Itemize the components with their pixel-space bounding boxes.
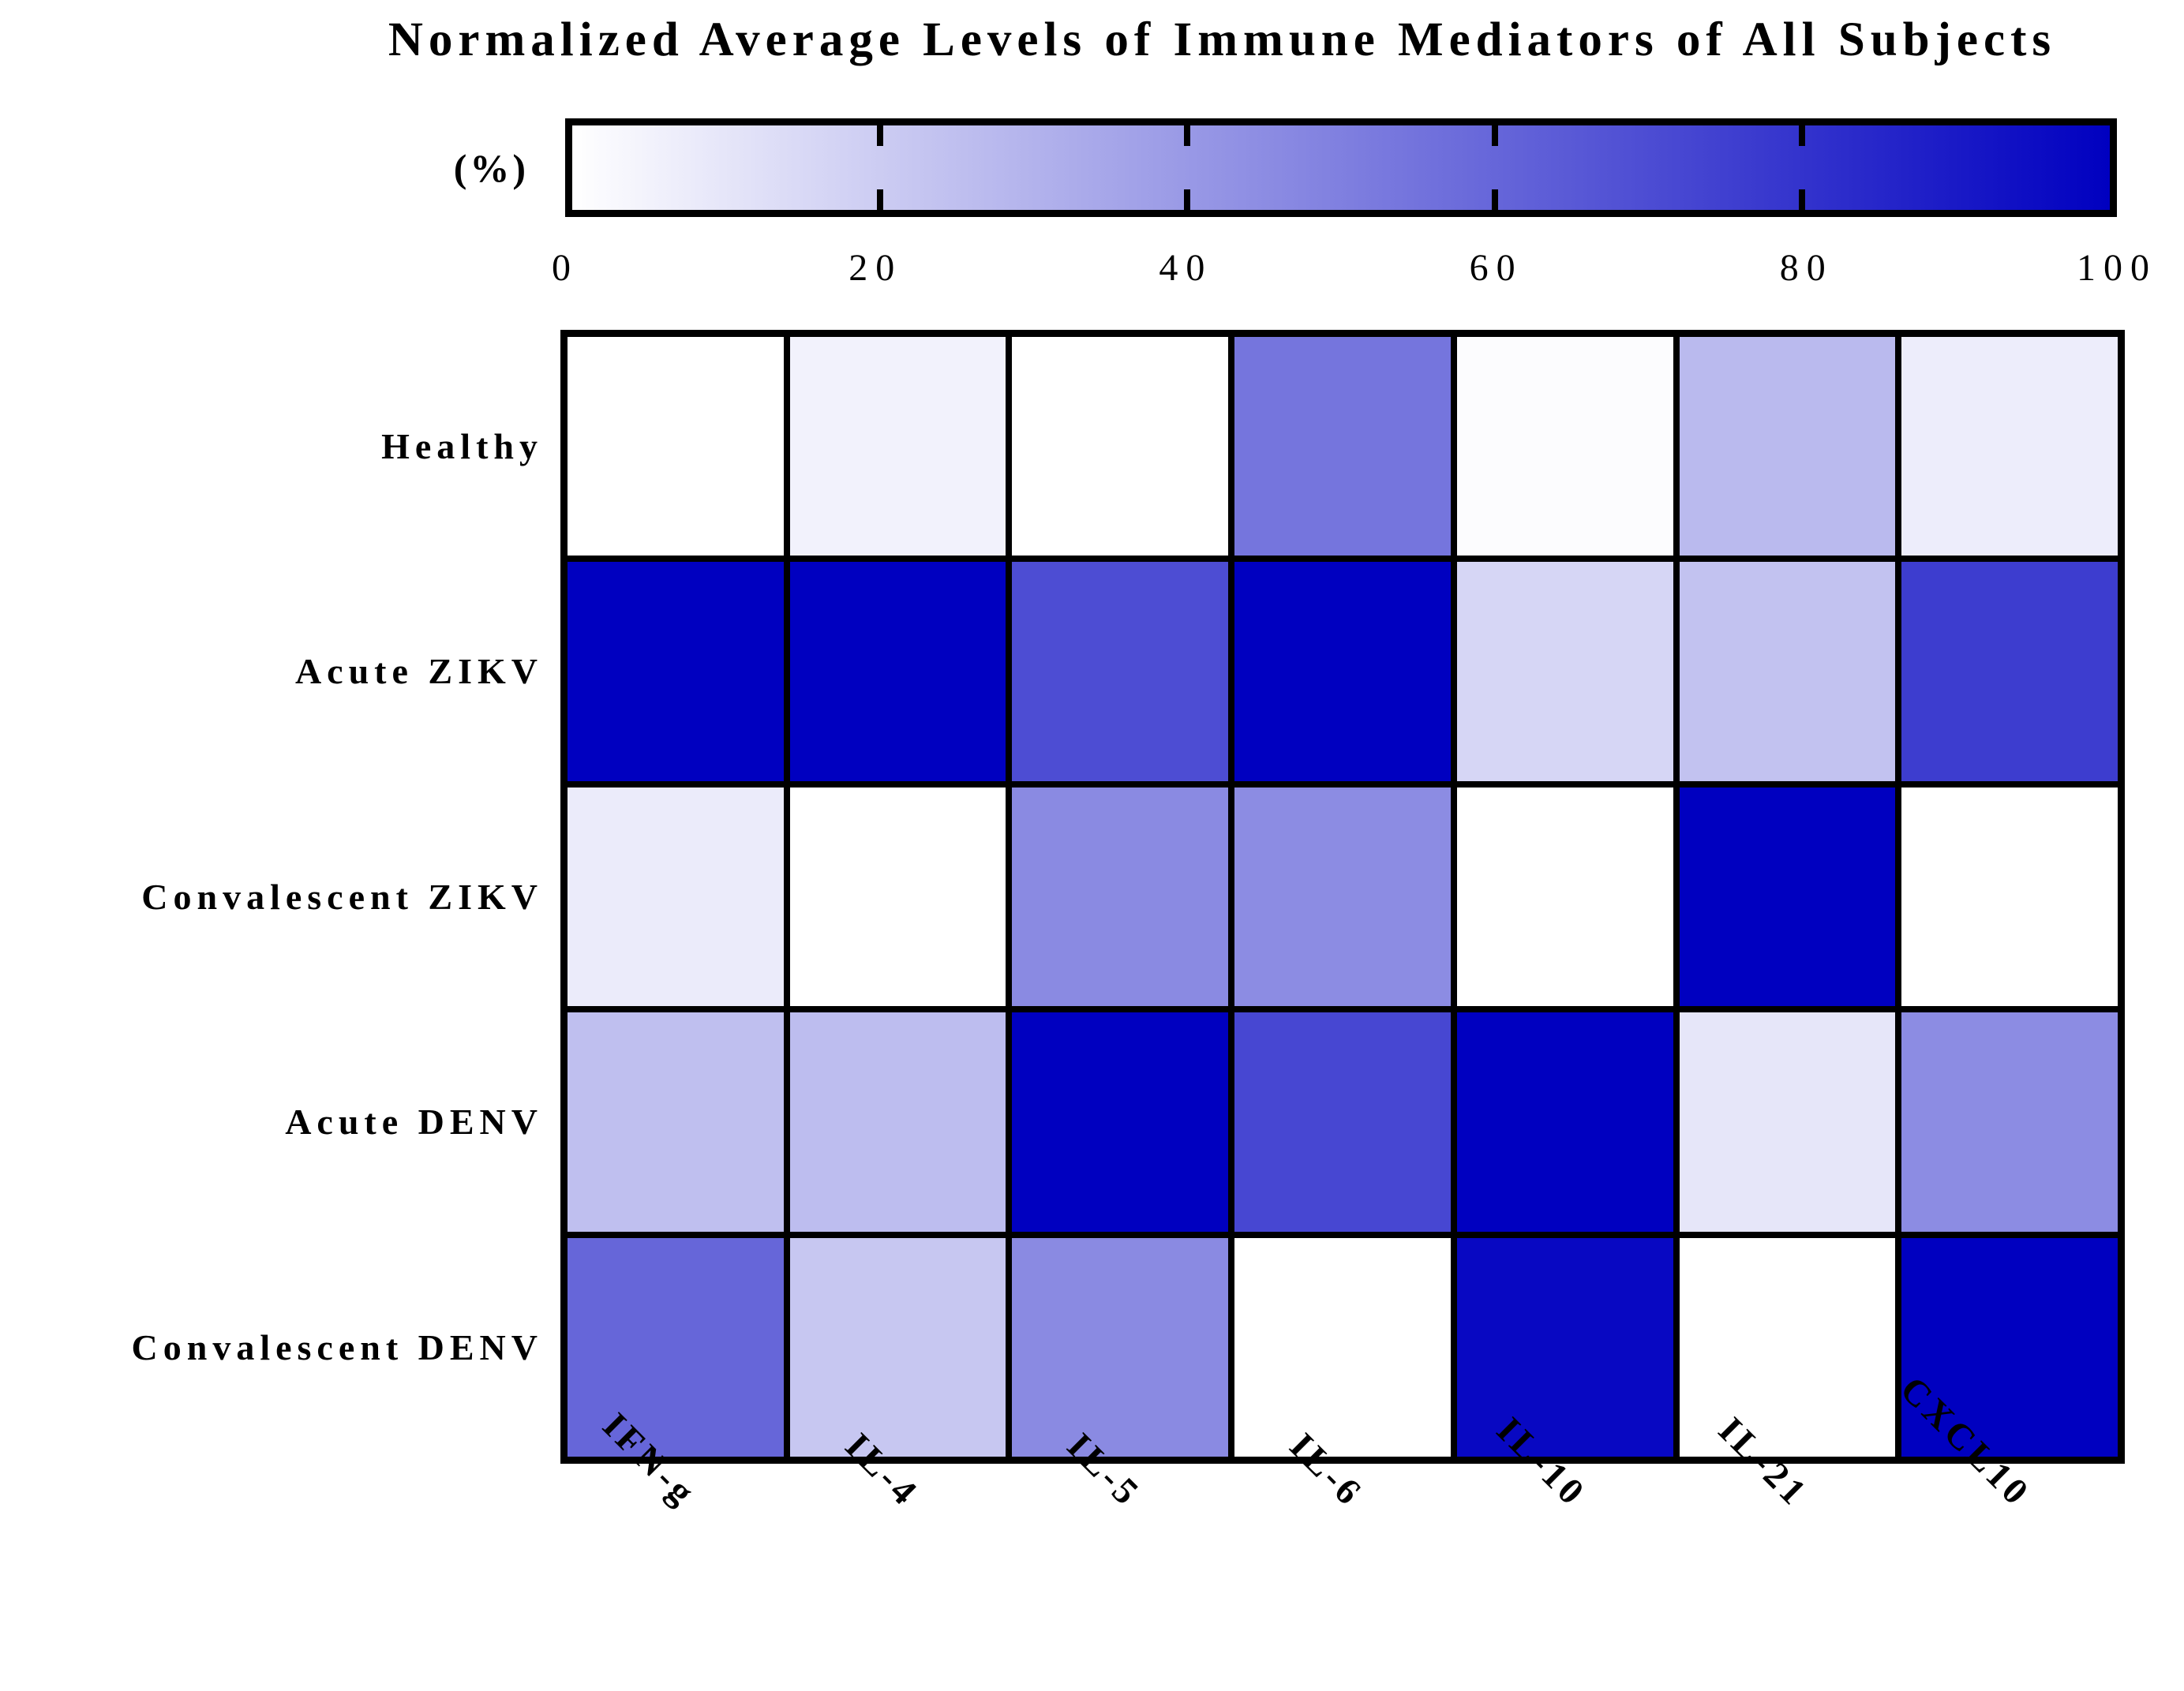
heatmap-cell <box>1012 1237 1229 1457</box>
heatmap-cell <box>568 1237 784 1457</box>
heatmap-cell <box>1456 787 1673 1007</box>
heatmap-cell <box>1012 787 1229 1007</box>
colorbar-gradient <box>572 125 2110 210</box>
heatmap-cell <box>568 562 784 781</box>
heatmap-cell <box>789 562 1006 781</box>
heatmap-cell <box>1901 1237 2118 1457</box>
heatmap-cell <box>1679 1237 1896 1457</box>
heatmap-cell <box>568 337 784 556</box>
colorbar-tick-label: 40 <box>1159 247 1213 289</box>
heatmap-cell <box>1679 562 1896 781</box>
heatmap-cell <box>1012 562 1229 781</box>
heatmap-cell <box>789 1012 1006 1232</box>
heatmap-cell <box>1679 1012 1896 1232</box>
colorbar-tick-mark <box>1184 125 1191 146</box>
heatmap-cell <box>1679 337 1896 556</box>
heatmap-cell <box>1456 1012 1673 1232</box>
heatmap-cell <box>789 337 1006 556</box>
heatmap-cell <box>1901 337 2118 556</box>
heatmap-cell <box>1012 337 1229 556</box>
colorbar-tick-mark <box>1491 125 1498 146</box>
heatmap-cell <box>1234 787 1451 1007</box>
heatmap-cell <box>789 787 1006 1007</box>
row-label: Acute DENV <box>285 1102 543 1142</box>
colorbar-tick-label: 80 <box>1779 247 1834 289</box>
heatmap-cell <box>1234 562 1451 781</box>
colorbar-tick-mark <box>876 125 883 146</box>
heatmap-cell <box>789 1237 1006 1457</box>
heatmap-cell <box>1234 1012 1451 1232</box>
heatmap-cell <box>568 787 784 1007</box>
chart-title: Normalized Average Levels of Immune Medi… <box>388 13 2057 66</box>
colorbar-tick-mark <box>1799 189 1806 210</box>
row-label: Convalescent DENV <box>131 1327 543 1367</box>
heatmap-cell <box>1901 787 2118 1007</box>
heatmap-cell <box>1234 337 1451 556</box>
heatmap-cell <box>1901 562 2118 781</box>
heatmap-cell <box>568 1012 784 1232</box>
heatmap-cell <box>1901 1012 2118 1232</box>
colorbar-tick-label: 100 <box>2077 247 2157 289</box>
heatmap-grid <box>560 330 2125 1464</box>
row-label: Healthy <box>381 426 543 466</box>
colorbar-unit-label: (%) <box>453 146 529 190</box>
colorbar <box>565 118 2117 217</box>
colorbar-tick-label: 60 <box>1469 247 1523 289</box>
heatmap-cell <box>1456 1237 1673 1457</box>
colorbar-tick-mark <box>1799 125 1806 146</box>
heatmap-cell <box>1456 337 1673 556</box>
colorbar-tick-mark <box>1491 189 1498 210</box>
colorbar-tick-label: 20 <box>849 247 903 289</box>
colorbar-tick-mark <box>1184 189 1191 210</box>
row-label: Acute ZIKV <box>294 651 543 691</box>
heatmap-cell <box>1679 787 1896 1007</box>
colorbar-tick-mark <box>876 189 883 210</box>
row-label: Convalescent ZIKV <box>141 877 543 917</box>
heatmap-cell <box>1012 1012 1229 1232</box>
colorbar-tick-label: 0 <box>552 247 579 289</box>
heatmap-cell <box>1456 562 1673 781</box>
heatmap-cell <box>1234 1237 1451 1457</box>
